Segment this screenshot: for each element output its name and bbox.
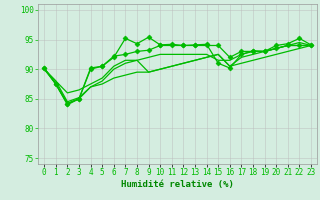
X-axis label: Humidité relative (%): Humidité relative (%) [121, 180, 234, 189]
